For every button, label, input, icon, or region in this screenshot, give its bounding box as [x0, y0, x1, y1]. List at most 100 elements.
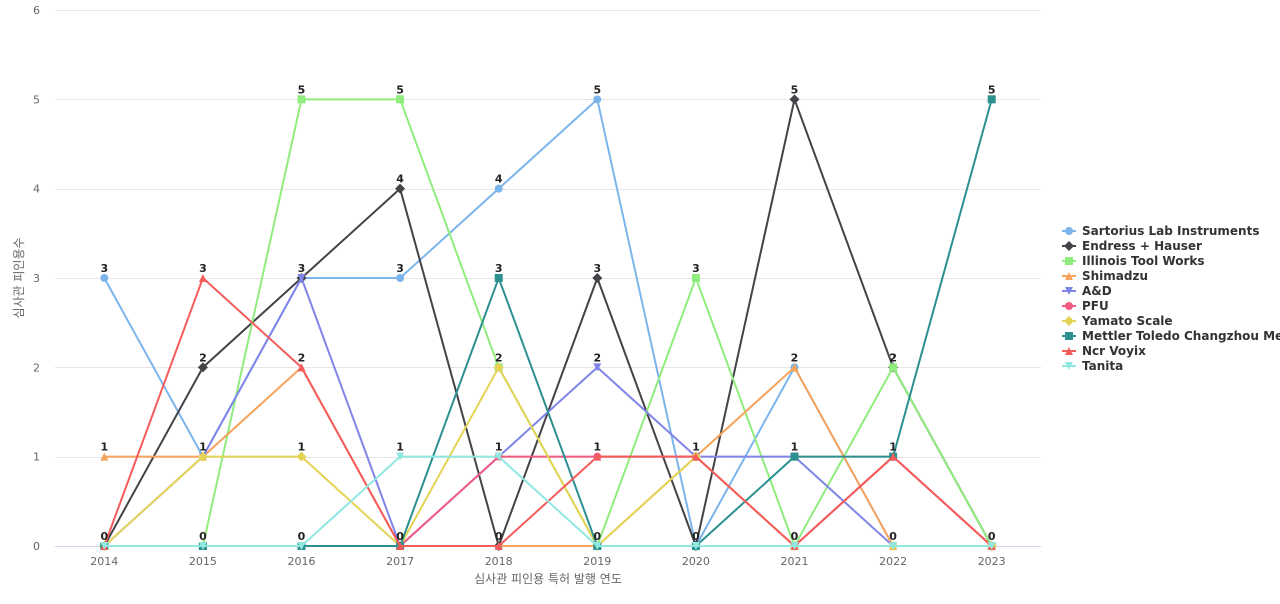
x-tick-label: 2019: [583, 555, 611, 568]
data-point: [494, 184, 503, 193]
series-0: [100, 95, 996, 550]
x-tick-label: 2022: [879, 555, 907, 568]
series-line: [103, 98, 993, 547]
data-point: [1064, 241, 1074, 251]
data-label: 1: [396, 441, 404, 454]
data-label: 1: [199, 441, 207, 454]
data-label: 4: [396, 173, 404, 186]
data-point: [790, 452, 799, 461]
series-7: [100, 95, 996, 550]
data-label: 0: [692, 530, 700, 543]
data-point: [1065, 332, 1073, 340]
legend-item: PFU: [1062, 299, 1109, 313]
data-point: [593, 95, 602, 104]
data-label: 1: [495, 441, 503, 454]
series-9: [100, 452, 996, 550]
data-point: [1065, 272, 1073, 280]
data-point: [198, 542, 207, 550]
y-tick-label: 2: [33, 361, 40, 374]
data-point: [396, 542, 405, 550]
data-label: 1: [791, 441, 799, 454]
data-label: 2: [889, 351, 897, 364]
legend-label: Sartorius Lab Instruments: [1082, 224, 1259, 238]
data-point: [395, 183, 406, 194]
data-point: [889, 542, 898, 550]
data-point: [1065, 287, 1073, 295]
data-point: [1065, 227, 1073, 235]
data-point: [100, 452, 109, 461]
data-label: 3: [100, 262, 108, 275]
data-label: 2: [495, 351, 503, 364]
data-label: 0: [100, 530, 108, 543]
x-tick-label: 2023: [978, 555, 1006, 568]
data-point: [987, 542, 996, 550]
data-point: [691, 274, 700, 282]
data-label: 3: [298, 262, 306, 275]
data-point: [396, 95, 405, 104]
legend-item: Yamato Scale: [1062, 314, 1173, 328]
x-axis-title: 심사관 피인용 특허 발행 연도: [474, 571, 622, 586]
legend-label: Shimadzu: [1082, 269, 1148, 283]
data-label: 5: [791, 83, 799, 96]
data-point: [296, 451, 307, 462]
data-point: [100, 542, 109, 550]
x-tick-label: 2017: [386, 555, 414, 568]
legend-label: Endress + Hauser: [1082, 239, 1202, 253]
data-label: 1: [692, 441, 700, 454]
data-point: [889, 363, 898, 372]
y-tick-label: 1: [33, 451, 40, 464]
data-label: 0: [593, 530, 601, 543]
data-label: 1: [593, 441, 601, 454]
data-label: 3: [495, 262, 503, 275]
data-label: 5: [988, 83, 996, 96]
data-point: [197, 451, 208, 462]
x-tick-label: 2018: [485, 555, 513, 568]
x-tick-label: 2016: [288, 555, 316, 568]
data-label: 2: [593, 351, 601, 364]
data-point: [396, 274, 405, 282]
data-point: [593, 363, 602, 372]
data-point: [494, 274, 503, 282]
legend-label: PFU: [1082, 299, 1109, 313]
grid-layer: [55, 10, 1041, 458]
y-tick-label: 6: [33, 4, 40, 17]
data-point: [1065, 257, 1073, 265]
data-point: [691, 542, 700, 550]
x-tick-label: 2014: [90, 555, 118, 568]
data-label: 3: [396, 262, 404, 275]
data-point: [889, 452, 898, 461]
data-label: 2: [791, 351, 799, 364]
data-label: 0: [889, 530, 897, 543]
legend-item: Endress + Hauser: [1062, 239, 1202, 253]
data-point: [592, 273, 603, 283]
series-line: [103, 455, 993, 547]
legend-label: Illinois Tool Works: [1082, 254, 1205, 268]
x-tick-label: 2015: [189, 555, 217, 568]
legend-item: Sartorius Lab Instruments: [1062, 224, 1259, 238]
data-point: [790, 542, 799, 550]
data-point: [1065, 302, 1073, 310]
y-tick-label: 3: [33, 272, 40, 285]
data-label: 5: [593, 83, 601, 96]
y-axis-title: 심사관 피인용수: [12, 237, 26, 318]
data-label: 4: [495, 173, 503, 186]
data-point: [494, 452, 503, 461]
legend-item: Shimadzu: [1062, 269, 1148, 283]
series-layer: [99, 94, 997, 551]
data-point: [593, 452, 602, 461]
data-label: 0: [791, 530, 799, 543]
series-1: [99, 94, 997, 551]
y-axis-ticks: 0 1 2 3 4 5 6: [33, 4, 40, 553]
data-label: 0: [396, 530, 404, 543]
data-point: [1065, 347, 1073, 355]
x-tick-label: 2020: [682, 555, 710, 568]
series-2: [100, 95, 996, 550]
data-label: 3: [199, 262, 207, 275]
data-point: [790, 363, 799, 372]
data-point: [297, 542, 306, 550]
x-axis-ticks: 2014 2015 2016 2017 2018 2019 2020 2021 2022 2023: [90, 555, 1005, 568]
legend-label: Ncr Voyix: [1082, 344, 1146, 358]
data-point: [396, 452, 405, 461]
